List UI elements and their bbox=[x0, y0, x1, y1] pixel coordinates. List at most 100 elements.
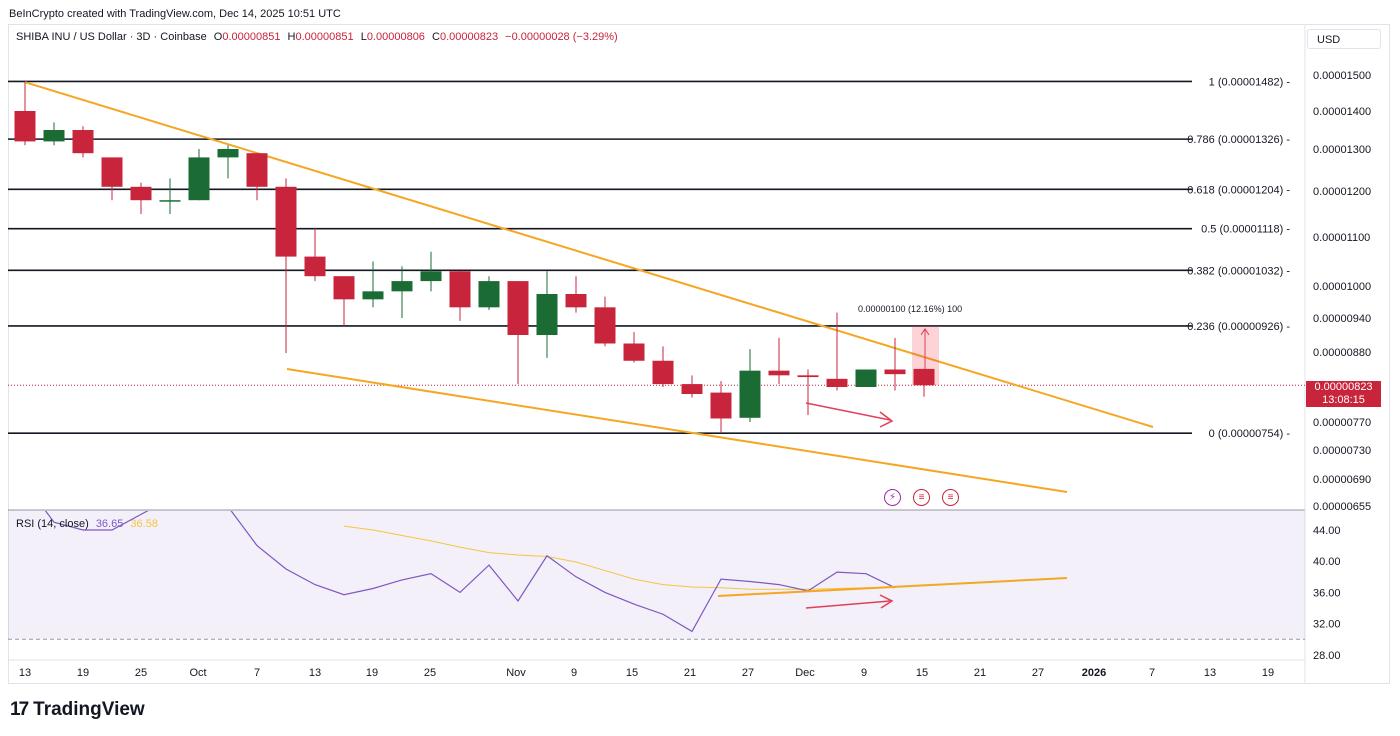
chart-credit: BeInCrypto created with TradingView.com,… bbox=[9, 8, 341, 20]
tradingview-logo[interactable]: 17 TradingView bbox=[10, 699, 145, 721]
candle-body bbox=[739, 370, 761, 418]
candle-body bbox=[565, 294, 587, 308]
candle-body bbox=[826, 378, 848, 387]
candle-body bbox=[43, 130, 65, 142]
fib-level-label: 0.618 (0.00001204) - bbox=[1187, 184, 1290, 196]
time-axis-tick: 25 bbox=[424, 667, 436, 679]
price-axis-tick: 0.00000770 bbox=[1313, 417, 1371, 429]
bar-countdown: 13:08:15 bbox=[1322, 394, 1365, 406]
candle-body bbox=[623, 343, 645, 361]
rsi-axis-tick: 40.00 bbox=[1313, 556, 1341, 568]
candle-body bbox=[362, 291, 384, 300]
high-value: 0.00000851 bbox=[295, 31, 354, 43]
current-price-tag: 0.00000823 13:08:15 bbox=[1306, 381, 1381, 407]
price-axis-tick: 0.00001000 bbox=[1313, 281, 1371, 293]
us-flag-icon[interactable]: ≡ bbox=[913, 489, 930, 506]
price-axis-tick: 0.00000880 bbox=[1313, 347, 1371, 359]
fib-level-label: 0.786 (0.00001326) - bbox=[1187, 134, 1290, 146]
price-axis-tick: 0.00000940 bbox=[1313, 313, 1371, 325]
price-axis-tick: 0.00000655 bbox=[1313, 501, 1371, 513]
divergence-arrow-rsi bbox=[805, 600, 891, 609]
candle-body bbox=[449, 271, 471, 308]
symbol-title: SHIBA INU / US Dollar · 3D · Coinbase bbox=[16, 31, 207, 43]
candle-body bbox=[768, 370, 790, 376]
time-axis-tick: 21 bbox=[684, 667, 696, 679]
time-axis-tick: 25 bbox=[135, 667, 147, 679]
price-axis-tick: 0.00001300 bbox=[1313, 144, 1371, 156]
candle-body bbox=[188, 157, 210, 201]
measure-arrowhead bbox=[920, 328, 930, 336]
candle-body bbox=[710, 392, 732, 419]
candle-body bbox=[797, 375, 819, 378]
candle-body bbox=[681, 384, 703, 394]
time-axis-tick: 9 bbox=[861, 667, 867, 679]
time-axis-tick: 27 bbox=[1032, 667, 1044, 679]
time-axis-tick: Dec bbox=[795, 667, 815, 679]
lower-trendline bbox=[286, 368, 1068, 493]
candle-body bbox=[391, 281, 413, 292]
rsi-axis-tick: 44.00 bbox=[1313, 525, 1341, 537]
chart-frame bbox=[8, 24, 1390, 684]
price-axis-tick: 0.00001200 bbox=[1313, 186, 1371, 198]
price-axis-tick: 0.00001500 bbox=[1313, 70, 1371, 82]
rsi-trendline bbox=[717, 577, 1068, 597]
divergence-arrow-price bbox=[805, 402, 891, 421]
time-axis-tick: 21 bbox=[974, 667, 986, 679]
fib-level-label: 0.236 (0.00000926) - bbox=[1187, 321, 1290, 333]
candle-body bbox=[72, 130, 94, 154]
candle-body bbox=[333, 276, 355, 300]
low-value: 0.00000806 bbox=[366, 31, 425, 43]
candle-body bbox=[130, 186, 152, 201]
candle-body bbox=[101, 157, 123, 187]
candle-body bbox=[420, 271, 442, 282]
low-label: L bbox=[360, 31, 367, 43]
time-axis-tick: 15 bbox=[626, 667, 638, 679]
rsi-label: RSI (14, close) bbox=[16, 518, 89, 530]
price-axis-tick: 0.00000730 bbox=[1313, 445, 1371, 457]
time-axis-tick: 19 bbox=[366, 667, 378, 679]
candle-body bbox=[855, 369, 877, 387]
rsi-band bbox=[8, 510, 1305, 640]
candle-body bbox=[478, 281, 500, 308]
high-label: H bbox=[287, 31, 296, 43]
upper-trendline bbox=[24, 81, 1154, 428]
lightning-icon[interactable]: ⚡ bbox=[884, 489, 901, 506]
time-axis-tick: 19 bbox=[1262, 667, 1274, 679]
tradingview-logo-icon: 17 bbox=[10, 699, 29, 720]
open-value: 0.00000851 bbox=[222, 31, 281, 43]
time-axis-tick: 2026 bbox=[1082, 667, 1106, 679]
current-price-value: 0.00000823 bbox=[1314, 381, 1373, 393]
change-value: −0.00000028 (−3.29%) bbox=[505, 31, 618, 43]
rsi-ma-value: 36.58 bbox=[130, 518, 158, 530]
open-label: O bbox=[213, 31, 223, 43]
close-label: C bbox=[432, 31, 440, 43]
candle-body bbox=[594, 307, 616, 344]
candle-body bbox=[913, 368, 935, 386]
time-axis-tick: 13 bbox=[309, 667, 321, 679]
time-axis-tick: Oct bbox=[189, 667, 206, 679]
us-flag-icon[interactable]: ≡ bbox=[942, 489, 959, 506]
logo-text: TradingView bbox=[33, 699, 145, 720]
rsi-legend[interactable]: RSI (14, close) 36.65 36.58 bbox=[16, 518, 158, 530]
time-axis-tick: 13 bbox=[19, 667, 31, 679]
fib-level-label: 0 (0.00000754) - bbox=[1209, 428, 1291, 440]
rsi-line bbox=[44, 511, 896, 633]
symbol-legend[interactable]: SHIBA INU / US Dollar · 3D · Coinbase O0… bbox=[16, 31, 618, 43]
price-axis-tick: 0.00001400 bbox=[1313, 106, 1371, 118]
time-axis-tick: 27 bbox=[742, 667, 754, 679]
candle-body bbox=[652, 360, 674, 385]
time-axis-tick: Nov bbox=[506, 667, 526, 679]
price-axis-tick: 0.00001100 bbox=[1313, 232, 1370, 244]
candle-body bbox=[217, 149, 239, 158]
candle-body bbox=[159, 200, 181, 202]
time-axis-tick: 7 bbox=[254, 667, 260, 679]
measure-annotation: 0.00000100 (12.16%) 100 bbox=[858, 304, 962, 314]
fib-level-label: 1 (0.00001482) - bbox=[1209, 76, 1291, 88]
rsi-value: 36.65 bbox=[95, 518, 124, 530]
currency-button[interactable]: USD bbox=[1307, 29, 1381, 49]
candle-body bbox=[884, 369, 906, 375]
rsi-axis-tick: 28.00 bbox=[1313, 650, 1341, 662]
fib-level-label: 0.382 (0.00001032) - bbox=[1187, 265, 1290, 277]
time-axis-tick: 13 bbox=[1204, 667, 1216, 679]
